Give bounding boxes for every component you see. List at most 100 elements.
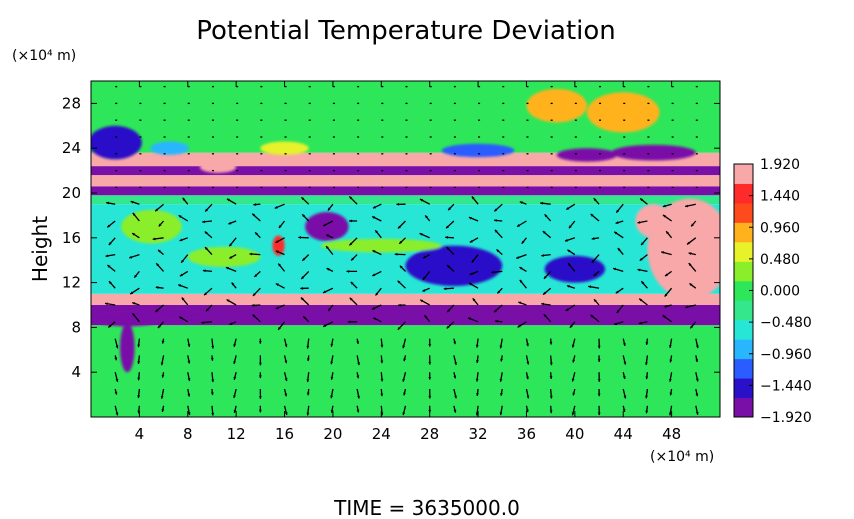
colorbar-swatch xyxy=(734,358,753,379)
x-tick-label: 48 xyxy=(662,425,681,443)
wind-arrow xyxy=(689,321,697,329)
arrow-head xyxy=(187,412,191,415)
wind-arrow xyxy=(668,405,673,416)
arrow-head xyxy=(664,293,668,297)
wind-arrow xyxy=(637,268,648,273)
arrow-head xyxy=(327,207,331,211)
wind-arrow xyxy=(615,203,624,214)
wind-arrow xyxy=(493,304,503,313)
arrow-head xyxy=(622,376,626,379)
wind-arrow xyxy=(327,304,334,312)
wind-arrow xyxy=(372,270,382,277)
arrow-head xyxy=(258,362,262,366)
wind-arrow xyxy=(132,212,140,222)
wind-arrow xyxy=(446,246,455,256)
wind-arrow xyxy=(152,237,164,241)
plot-area xyxy=(91,81,720,417)
arrow-head xyxy=(493,219,497,222)
wind-arrow xyxy=(254,231,261,239)
arrow-head xyxy=(202,269,206,273)
arrow-head xyxy=(517,324,521,328)
wind-arrow xyxy=(330,372,334,380)
wind-arrow xyxy=(325,234,334,239)
wind-arrow xyxy=(350,281,358,289)
wind-arrow xyxy=(349,297,358,306)
arrow-head xyxy=(179,238,183,242)
colorbar-tick-label: 1.440 xyxy=(760,189,800,205)
arrow-head xyxy=(179,316,183,320)
arrow-head xyxy=(130,200,134,204)
arrow-head xyxy=(275,250,279,254)
wind-arrow xyxy=(131,232,140,239)
wind-arrow xyxy=(549,405,553,414)
arrow-head xyxy=(689,283,693,287)
arrow-head xyxy=(137,377,141,381)
wind-arrow xyxy=(187,338,191,348)
wind-arrow xyxy=(356,338,360,345)
wind-arrow xyxy=(665,230,673,239)
arrow-head xyxy=(447,309,451,313)
wind-arrow xyxy=(114,372,119,383)
wind-arrow xyxy=(566,284,576,289)
arrow-head xyxy=(160,395,164,399)
arrow-head xyxy=(258,341,262,344)
arrow-head xyxy=(499,345,503,349)
arrow-head xyxy=(380,378,384,382)
wind-arrow xyxy=(597,355,601,362)
wind-arrow xyxy=(283,405,288,416)
field-feature xyxy=(544,255,606,283)
arrow-head xyxy=(422,288,426,292)
arrow-head xyxy=(640,198,644,202)
wind-arrow xyxy=(327,203,334,211)
wind-arrow xyxy=(661,251,672,256)
arrow-head xyxy=(372,205,376,209)
x-tick-label: 24 xyxy=(372,425,391,443)
wind-arrow xyxy=(201,321,213,324)
arrow-head xyxy=(137,395,141,399)
arrow-head xyxy=(491,270,495,274)
arrow-head xyxy=(284,378,288,382)
arrow-head xyxy=(446,325,450,329)
arrow-head xyxy=(161,374,165,378)
arrow-head xyxy=(330,395,334,399)
arrow-head xyxy=(226,198,230,202)
arrow-head xyxy=(566,206,570,210)
arrow-head xyxy=(645,376,649,380)
wind-arrow xyxy=(688,252,696,256)
plot-frame xyxy=(90,80,721,418)
wind-arrow xyxy=(106,220,116,228)
wind-arrow xyxy=(422,270,431,281)
arrow-head xyxy=(306,345,310,349)
wind-arrow xyxy=(402,372,407,382)
field-band xyxy=(91,195,720,205)
arrow-head xyxy=(397,326,401,330)
arrow-head xyxy=(571,344,575,348)
arrow-head xyxy=(661,251,665,254)
wind-arrow xyxy=(177,284,188,289)
wind-vectors xyxy=(104,85,699,416)
x-tick-label: 36 xyxy=(517,425,536,443)
arrow-head xyxy=(448,207,452,211)
wind-arrow xyxy=(275,237,285,244)
field-feature xyxy=(121,307,206,321)
y-axis-ticks: 4 8 12 16 20 24 28 xyxy=(62,94,720,381)
arrow-head xyxy=(284,393,288,397)
field-band xyxy=(91,305,720,326)
wind-arrow xyxy=(517,321,527,328)
arrow-head xyxy=(346,269,350,273)
wind-arrow xyxy=(645,338,649,345)
arrow-head xyxy=(206,308,209,312)
wind-arrow xyxy=(301,254,310,262)
wind-arrow xyxy=(525,338,529,347)
arrow-head xyxy=(137,344,141,348)
arrow-head xyxy=(229,255,233,259)
wind-arrow xyxy=(251,213,261,222)
arrow-head xyxy=(204,292,208,296)
wind-arrow xyxy=(453,338,457,345)
wind-arrow xyxy=(543,313,552,323)
wind-arrow xyxy=(322,321,334,328)
wind-arrow xyxy=(346,269,358,273)
wind-arrow xyxy=(613,321,624,326)
wind-arrow xyxy=(104,302,116,306)
